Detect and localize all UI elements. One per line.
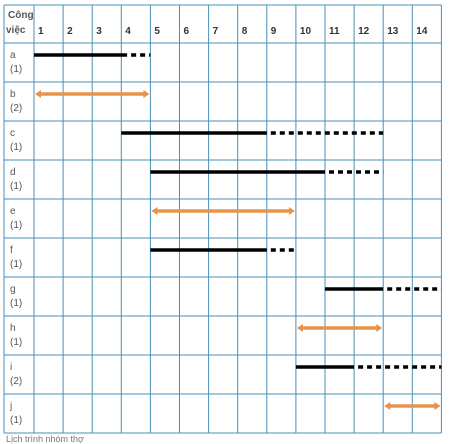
column-number-7: 7	[213, 26, 219, 37]
column-number-8: 8	[242, 26, 248, 37]
task-name-d: d	[10, 167, 16, 178]
task-people-g: (1)	[10, 298, 22, 309]
column-number-9: 9	[271, 26, 277, 37]
column-number-1: 1	[38, 26, 44, 37]
column-number-4: 4	[125, 26, 131, 37]
column-number-6: 6	[184, 26, 190, 37]
column-number-2: 2	[67, 26, 73, 37]
column-number-5: 5	[154, 26, 160, 37]
column-number-10: 10	[300, 26, 312, 37]
task-bars	[34, 53, 442, 410]
arrowhead-left-e	[151, 207, 158, 215]
task-people-i: (2)	[10, 376, 22, 387]
task-labels: a (1) b (2) c (1) d (1) e (1) f (1) g (1) h (1) i (2) j (1)	[9, 50, 22, 426]
column-number-3: 3	[96, 26, 102, 37]
header-cong: Công	[8, 10, 34, 21]
column-number-13: 13	[387, 26, 399, 37]
bar-h	[296, 324, 383, 332]
task-name-e: e	[10, 206, 16, 217]
task-name-i: i	[10, 362, 12, 373]
footer-caption: Lịch trình nhóm thợ	[6, 434, 84, 444]
grid	[3, 4, 442, 434]
column-headers: 1 2 3 4 5 6 7 8 9 10 11 12 13 14	[38, 26, 428, 37]
arrowhead-left-b	[35, 90, 41, 98]
arrowhead-left-j	[384, 402, 391, 410]
arrowhead-right-b	[143, 90, 150, 98]
task-people-h: (1)	[10, 337, 22, 348]
task-name-a: a	[10, 50, 16, 61]
arrowhead-left-h	[296, 324, 303, 332]
arrowhead-right-e	[288, 207, 295, 215]
bar-b	[35, 90, 150, 98]
task-people-b: (2)	[10, 103, 22, 114]
bar-e	[151, 207, 295, 215]
task-name-f: f	[10, 245, 13, 256]
arrowhead-right-h	[376, 324, 383, 332]
column-number-12: 12	[358, 26, 370, 37]
task-people-d: (1)	[10, 181, 22, 192]
column-number-11: 11	[329, 26, 340, 37]
column-number-14: 14	[416, 26, 428, 37]
arrowhead-right-j	[434, 402, 441, 410]
task-people-j: (1)	[10, 415, 22, 426]
task-name-c: c	[10, 128, 15, 139]
bar-j	[384, 402, 441, 410]
task-people-c: (1)	[10, 142, 22, 153]
task-people-e: (1)	[10, 220, 22, 231]
task-name-j: j	[9, 401, 12, 412]
task-people-f: (1)	[10, 259, 22, 270]
header-viec: việc	[6, 25, 26, 36]
task-name-g: g	[10, 284, 16, 295]
task-people-a: (1)	[10, 64, 22, 75]
task-name-h: h	[10, 323, 16, 334]
task-name-b: b	[10, 89, 16, 100]
